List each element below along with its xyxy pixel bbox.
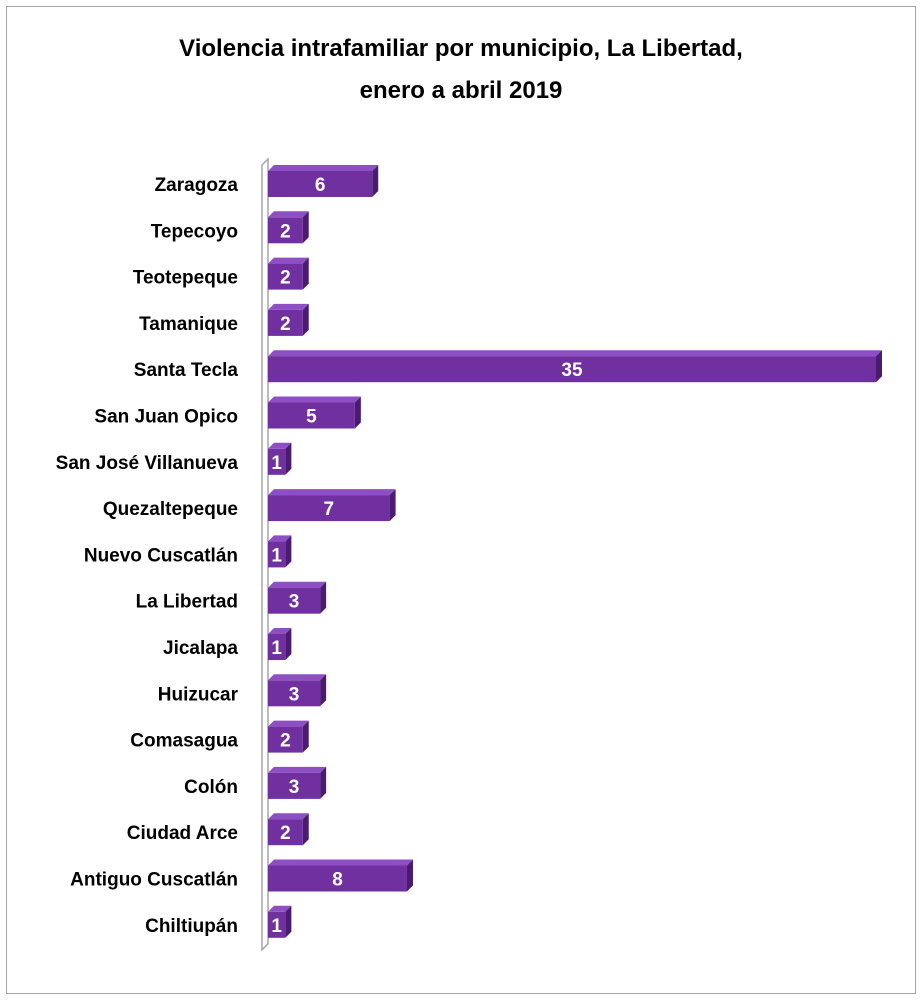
data-label-7: 7 bbox=[324, 499, 335, 520]
bar-10 bbox=[268, 634, 286, 660]
bar-top-15 bbox=[268, 859, 413, 866]
bar-side-4 bbox=[876, 350, 882, 383]
category-label-3: Tamanique bbox=[139, 314, 238, 335]
data-label-0: 6 bbox=[315, 175, 326, 196]
data-label-8: 1 bbox=[271, 545, 282, 566]
category-label-15: Antiguo Cuscatlán bbox=[70, 870, 238, 891]
data-label-5: 5 bbox=[306, 407, 317, 428]
bar-top-3 bbox=[268, 303, 309, 310]
category-label-13: Colón bbox=[184, 777, 238, 798]
data-label-9: 3 bbox=[289, 592, 300, 613]
bar-side-13 bbox=[320, 766, 327, 799]
category-label-9: La Libertad bbox=[136, 592, 238, 613]
data-label-12: 2 bbox=[280, 731, 291, 752]
category-label-4: Santa Tecla bbox=[134, 360, 239, 381]
chart-title: Violencia intrafamiliar por municipio, L… bbox=[0, 28, 922, 112]
bar-top-1 bbox=[268, 211, 309, 218]
bar-side-0 bbox=[372, 165, 379, 197]
bar-1 bbox=[268, 217, 303, 244]
bar-11 bbox=[268, 680, 321, 707]
bar-side-1 bbox=[302, 211, 309, 244]
bar-top-12 bbox=[268, 720, 309, 727]
category-label-12: Comasagua bbox=[130, 731, 238, 752]
bar-top-6 bbox=[268, 442, 292, 449]
bar-top-0 bbox=[268, 165, 379, 171]
bar-15 bbox=[268, 865, 407, 892]
bar-5 bbox=[268, 402, 355, 429]
data-label-14: 2 bbox=[280, 823, 291, 844]
category-label-11: Huizucar bbox=[158, 684, 239, 705]
bar-top-14 bbox=[268, 813, 309, 820]
bar-7 bbox=[268, 495, 390, 522]
chart-title-line-2: enero a abril 2019 bbox=[359, 77, 563, 104]
chart-title-line-1: Violencia intrafamiliar por municipio, L… bbox=[179, 35, 743, 62]
bar-side-11 bbox=[320, 674, 327, 707]
bar-top-8 bbox=[268, 535, 292, 542]
bar-side-2 bbox=[302, 257, 309, 290]
category-label-16: Chiltiupán bbox=[145, 916, 238, 937]
bar-2 bbox=[268, 263, 303, 290]
category-label-10: Jicalapa bbox=[163, 638, 238, 659]
category-label-2: Teotepeque bbox=[133, 268, 238, 289]
bar-top-5 bbox=[268, 396, 361, 403]
bar-12 bbox=[268, 726, 303, 753]
bar-6 bbox=[268, 448, 286, 475]
bar-side-15 bbox=[406, 859, 413, 892]
data-label-11: 3 bbox=[289, 684, 300, 705]
category-label-7: Quezaltepeque bbox=[103, 499, 238, 520]
bar-side-16 bbox=[285, 905, 292, 938]
data-label-3: 2 bbox=[280, 314, 291, 335]
category-label-5: San Juan Opico bbox=[94, 407, 238, 428]
bar-0 bbox=[268, 171, 373, 197]
bar-side-7 bbox=[389, 489, 396, 522]
category-label-1: Tepecoyo bbox=[151, 221, 238, 242]
bar-top-16 bbox=[268, 905, 292, 912]
bar-9 bbox=[268, 587, 321, 614]
bar-top-11 bbox=[268, 674, 327, 681]
category-label-6: San José Villanueva bbox=[56, 453, 239, 474]
bar-16 bbox=[268, 911, 286, 938]
bar-top-2 bbox=[268, 257, 309, 264]
bar-side-5 bbox=[354, 396, 361, 429]
bar-side-8 bbox=[285, 535, 292, 568]
bar-3 bbox=[268, 309, 303, 336]
category-label-8: Nuevo Cuscatlán bbox=[84, 545, 238, 566]
data-label-4: 35 bbox=[561, 360, 583, 381]
bar-14 bbox=[268, 819, 303, 846]
bar-side-6 bbox=[285, 442, 292, 475]
data-label-13: 3 bbox=[289, 777, 300, 798]
bar-8 bbox=[268, 541, 286, 568]
category-label-0: Zaragoza bbox=[155, 175, 239, 196]
data-label-15: 8 bbox=[332, 870, 343, 891]
category-label-14: Ciudad Arce bbox=[127, 823, 238, 844]
axis-wall bbox=[261, 157, 269, 952]
data-label-6: 1 bbox=[271, 453, 282, 474]
bar-side-12 bbox=[302, 720, 309, 753]
bar-4 bbox=[268, 356, 876, 383]
bar-side-14 bbox=[302, 813, 309, 846]
bar-13 bbox=[268, 772, 321, 799]
chart-frame bbox=[6, 6, 916, 994]
bar-top-4 bbox=[268, 350, 882, 357]
bar-top-13 bbox=[268, 766, 327, 773]
data-label-10: 1 bbox=[271, 638, 282, 659]
bar-top-9 bbox=[268, 581, 327, 588]
data-label-16: 1 bbox=[271, 916, 282, 937]
bar-side-9 bbox=[320, 581, 327, 614]
bar-top-10 bbox=[268, 628, 292, 634]
bar-top-7 bbox=[268, 489, 396, 496]
data-label-2: 2 bbox=[280, 268, 291, 289]
data-label-1: 2 bbox=[280, 221, 291, 242]
bar-side-10 bbox=[285, 628, 292, 660]
bar-side-3 bbox=[302, 303, 309, 336]
